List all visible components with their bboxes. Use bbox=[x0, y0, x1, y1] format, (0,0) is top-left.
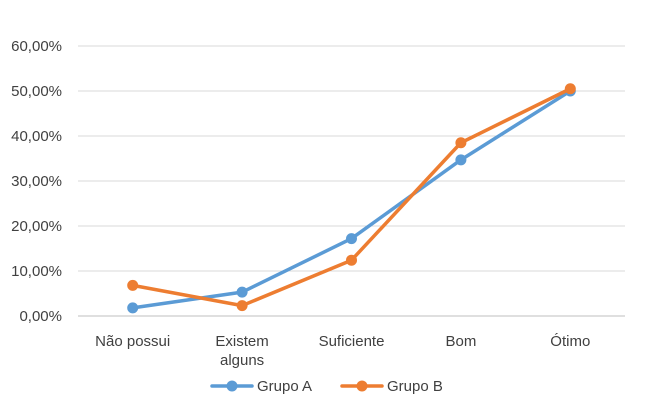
x-tick-label: Não possui bbox=[95, 333, 170, 350]
data-point bbox=[455, 137, 467, 149]
legend-swatch-marker bbox=[356, 380, 368, 392]
series-group bbox=[127, 83, 576, 314]
y-tick-label: 20,00% bbox=[11, 218, 62, 235]
legend: Grupo A Grupo B bbox=[210, 378, 443, 395]
data-point bbox=[346, 254, 357, 266]
data-point bbox=[127, 302, 139, 314]
series-line bbox=[130, 89, 573, 310]
legend-swatch-marker bbox=[226, 380, 238, 392]
legend-label: Grupo B bbox=[387, 378, 443, 395]
x-tick-label: Bom bbox=[445, 333, 476, 350]
x-tick-label: Suficiente bbox=[319, 333, 385, 350]
y-tick-label: 10,00% bbox=[11, 263, 62, 280]
y-tick-label: 40,00% bbox=[11, 128, 62, 145]
data-point bbox=[127, 279, 139, 291]
legend-item: Grupo A bbox=[210, 378, 312, 395]
data-point bbox=[455, 154, 467, 166]
x-axis-tick-labels: Não possui Existem alguns Suficiente Bom Ótim… bbox=[95, 333, 590, 369]
series-line bbox=[130, 87, 573, 308]
y-tick-label: 0,00% bbox=[19, 308, 62, 325]
series-grupo-b bbox=[127, 83, 576, 312]
data-point bbox=[236, 300, 248, 312]
data-point bbox=[564, 83, 576, 95]
gridlines bbox=[78, 45, 625, 317]
y-tick-label: 50,00% bbox=[11, 83, 62, 100]
data-point bbox=[236, 286, 248, 298]
y-tick-label: 60,00% bbox=[11, 38, 62, 55]
data-point bbox=[346, 233, 357, 245]
y-tick-label: 30,00% bbox=[11, 173, 62, 190]
legend-label: Grupo A bbox=[257, 378, 312, 395]
legend-item: Grupo B bbox=[340, 378, 443, 395]
x-tick-label: Existem alguns bbox=[215, 333, 268, 369]
x-tick-label: Ótimo bbox=[550, 333, 590, 350]
y-axis-tick-labels: 0,00% 10,00% 20,00% 30,00% 40,00% 50,00% 60,00… bbox=[11, 38, 62, 325]
